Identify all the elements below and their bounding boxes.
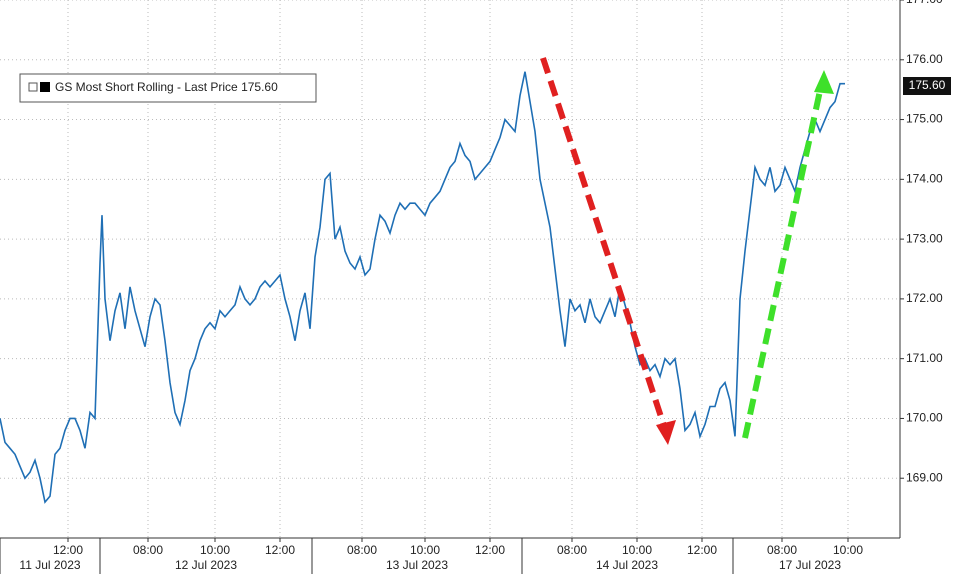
legend-label: GS Most Short Rolling - Last Price 175.6…: [55, 80, 278, 94]
y-tick-label: 176.00: [906, 52, 943, 66]
x-tick-label: 10:00: [833, 543, 863, 557]
day-label: 11 Jul 2023: [19, 558, 80, 572]
legend-swatch: [40, 82, 50, 92]
last-price-label: 175.60: [909, 78, 946, 92]
x-tick-label: 12:00: [265, 543, 295, 557]
x-tick-label: 10:00: [622, 543, 652, 557]
x-tick-label: 12:00: [53, 543, 83, 557]
y-tick-label: 170.00: [906, 411, 943, 425]
day-label: 17 Jul 2023: [779, 558, 841, 572]
up-arrow-head: [814, 70, 834, 94]
price-line: [0, 71, 845, 504]
y-tick-label: 174.00: [906, 172, 943, 186]
x-tick-label: 08:00: [347, 543, 377, 557]
x-tick-label: 08:00: [557, 543, 587, 557]
last-price-box: [903, 77, 951, 95]
day-label: 14 Jul 2023: [596, 558, 658, 572]
day-label: 12 Jul 2023: [175, 558, 237, 572]
legend-icon: [28, 82, 38, 92]
y-tick-label: 173.00: [906, 231, 943, 245]
y-tick-label: 177.00: [906, 0, 943, 6]
down-arrow-head: [656, 420, 676, 445]
x-tick-label: 12:00: [475, 543, 505, 557]
series: [0, 71, 845, 504]
y-tick-label: 175.00: [906, 112, 943, 126]
y-tick-label: 172.00: [906, 291, 943, 305]
up-arrow: [742, 85, 824, 439]
day-label: 13 Jul 2023: [386, 558, 448, 572]
x-tick-label: 08:00: [767, 543, 797, 557]
down-arrow: [540, 57, 669, 433]
x-tick-label: 10:00: [200, 543, 230, 557]
x-tick-label: 12:00: [687, 543, 717, 557]
y-tick-label: 171.00: [906, 351, 943, 365]
legend: [19, 73, 317, 103]
y-tick-label: 169.00: [906, 470, 943, 484]
x-tick-label: 08:00: [133, 543, 163, 557]
x-tick-label: 10:00: [410, 543, 440, 557]
